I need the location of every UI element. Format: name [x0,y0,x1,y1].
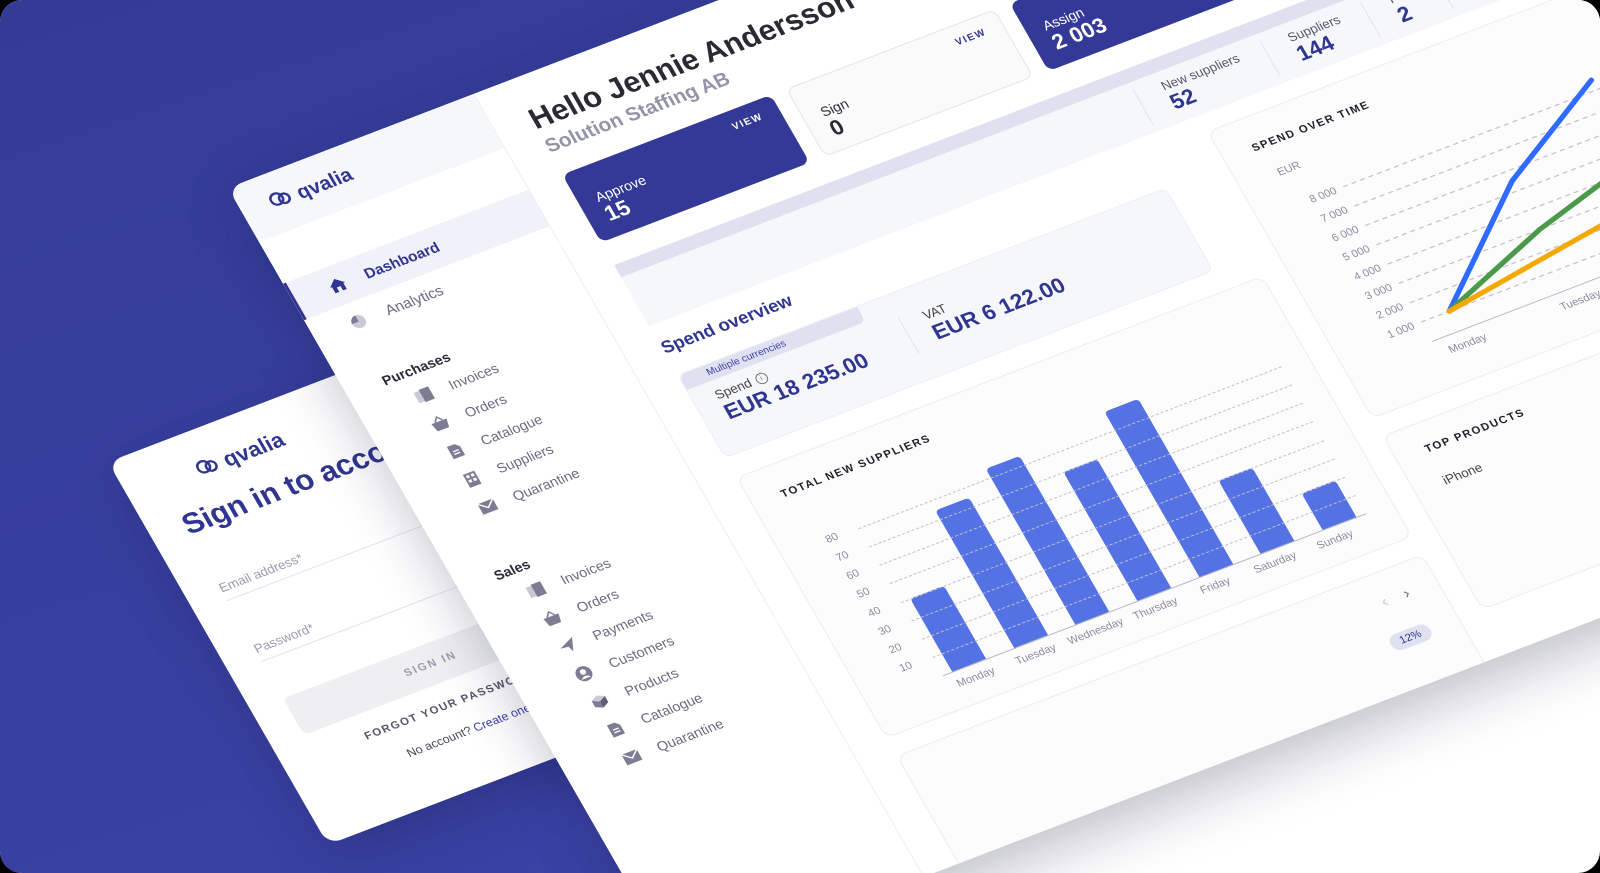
sidebar-item-analytics[interactable]: Analytics [304,226,570,357]
sidebar-item-sales-customers[interactable]: Customers [513,590,774,712]
sidebar-item-sales-orders[interactable]: Orders [481,534,742,656]
y-axis-unit: EUR [1275,159,1303,179]
document-icon [443,440,469,462]
pie-chart-icon [346,311,372,333]
no-account-label: No account? [404,723,475,760]
document-icon [603,718,629,740]
building-icon [459,468,485,490]
sidebar-item-dashboard[interactable]: Dashboard [283,189,550,321]
invoice-icon [523,579,549,601]
y-tick-label: 70 [833,549,852,565]
qvalia-logo-icon [266,186,299,215]
sidebar-item-purchase-suppliers[interactable]: Suppliers [401,395,662,517]
envelope-icon [619,746,645,768]
password-placeholder: Password* [250,620,317,656]
basket-icon [427,412,453,434]
svg-text:7 000: 7 000 [1318,205,1350,225]
sidebar-item-sales-products[interactable]: Products [529,618,790,740]
sidebar-logo[interactable]: qvalia [228,94,505,242]
svg-text:4 000: 4 000 [1352,263,1384,283]
y-tick-label: 10 [897,659,915,675]
svg-text:5 000: 5 000 [1341,243,1373,263]
stat-value: 2 [1392,1,1417,28]
envelope-icon [475,496,501,518]
sidebar-logo-text: qvalia [292,163,357,204]
sidebar-item-purchase-orders[interactable]: Orders [369,339,630,461]
svg-text:3 000: 3 000 [1363,282,1395,302]
email-placeholder: Email address* [215,550,306,596]
sidebar-item-purchase-catalogue[interactable]: Catalogue [385,367,646,489]
user-circle-icon [571,663,597,685]
y-tick-label: 50 [855,586,873,601]
spend-over-time-card: SPEND OVER TIME EUR 1 000 2 000 3 000 4 000… [1207,0,1600,419]
y-tick-label: 40 [865,604,884,620]
y-tick-label: 30 [876,622,894,638]
login-logo: qvalia [192,369,442,482]
y-tick-label: 20 [886,641,905,657]
chevron-right-icon[interactable]: › [1399,585,1414,603]
home-icon [325,274,351,296]
sidebar-item-purchase-quarantine[interactable]: Quarantine [417,423,678,545]
svg-text:6 000: 6 000 [1330,224,1362,244]
login-card: qvalia Sign in to account Email address*… [108,332,667,845]
sidebar-item-sales-quarantine[interactable]: Quarantine [561,673,822,795]
y-tick-label: 80 [823,531,841,546]
app-window: qvalia Dashboard Analytics [228,0,1600,873]
sidebar: qvalia Dashboard Analytics [228,93,925,873]
sidebar-item-sales-catalogue[interactable]: Catalogue [545,646,806,768]
sidebar-item-sales-invoices[interactable]: Invoices [465,506,726,628]
svg-text:1 000: 1 000 [1385,321,1417,341]
cube-icon [587,690,613,712]
y-tick-label: 60 [844,567,862,583]
paper-plane-icon [555,635,581,657]
main-content: Hello Jennie Andersson Solution Staffing… [474,0,1600,873]
svg-text:Tuesday: Tuesday [1558,288,1600,314]
invoice-icon [411,384,437,406]
sidebar-item-purchase-invoices[interactable]: Invoices [353,312,614,434]
login-logo-text: qvalia [217,427,290,472]
basket-icon [539,607,565,629]
percent-badge: 12% [1386,621,1435,653]
vat-column: VAT EUR 6 122.00 [898,250,1095,354]
svg-text:Monday: Monday [1446,331,1489,356]
sidebar-item-sales-payments[interactable]: Payments [497,562,758,684]
create-account-link[interactable]: Create one [470,700,534,735]
qvalia-logo-icon [192,452,226,483]
sidebar-item-label: Analytics [381,282,447,319]
chevron-left-icon[interactable]: ‹ [1377,593,1392,611]
svg-text:2 000: 2 000 [1374,301,1406,321]
stat-suppliers: Suppliers 144 [1259,3,1380,76]
pager: ‹ › [1378,585,1414,611]
line-chart: 1 000 2 000 3 000 4 000 5 000 6 000 7 000 8 000… [1307,59,1600,356]
svg-text:8 000: 8 000 [1307,185,1339,205]
